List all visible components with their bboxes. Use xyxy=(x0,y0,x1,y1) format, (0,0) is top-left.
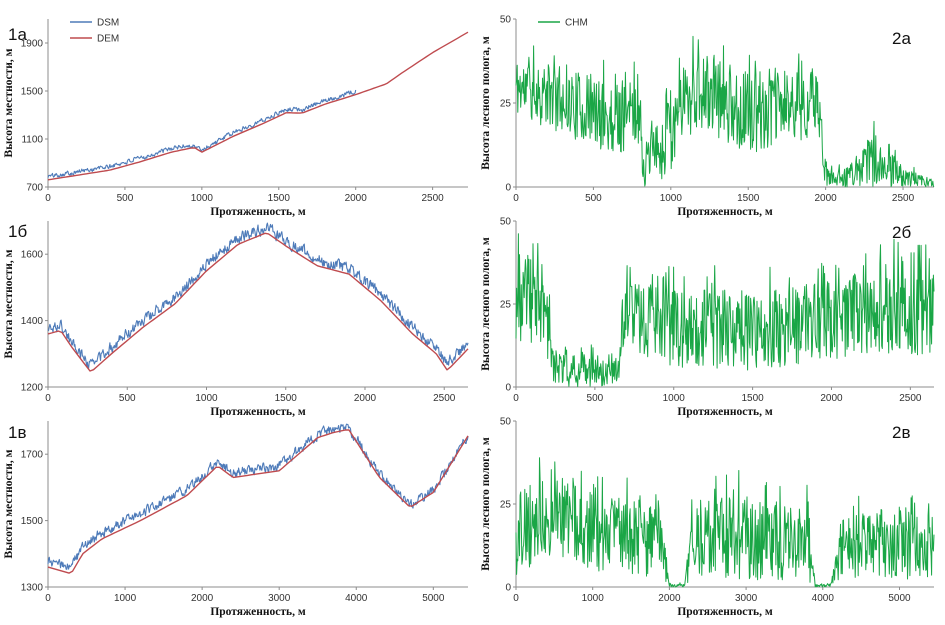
x-tick-label: 1000 xyxy=(191,193,214,204)
x-tick-label: 2000 xyxy=(354,393,377,404)
x-tick-label: 2000 xyxy=(815,193,838,204)
panel-label: 1в xyxy=(8,423,27,442)
y-tick-label: 25 xyxy=(500,99,512,110)
x-tick-label: 2500 xyxy=(899,393,922,404)
chart-panel-2v: 0 1000 2000 3000 4000 5000 0 25 50 Протяженность,… xyxy=(480,417,935,618)
y-axis-title: Высота местности, м xyxy=(3,249,15,358)
y-tick-label: 1400 xyxy=(21,316,44,327)
y-tick-label: 25 xyxy=(500,300,512,311)
series-line-chm xyxy=(515,35,935,188)
x-tick-label: 1000 xyxy=(663,393,686,404)
x-tick-label: 3000 xyxy=(735,593,758,604)
y-tick-label: 1300 xyxy=(21,583,44,594)
x-tick-label: 1500 xyxy=(268,193,291,204)
x-tick-label: 1500 xyxy=(741,393,764,404)
y-axis-title: Высота лесного полога, м xyxy=(480,437,492,571)
x-tick-label: 1500 xyxy=(275,393,298,404)
x-tick-label: 5000 xyxy=(888,593,911,604)
x-tick-label: 0 xyxy=(45,393,51,404)
y-tick-label: 1600 xyxy=(21,250,44,261)
chart-panel-1v: 0 1000 2000 3000 4000 5000 1300 1500 1700 Протяже… xyxy=(3,421,469,618)
y-tick-label: 50 xyxy=(500,15,512,26)
series-line-dem xyxy=(47,429,469,574)
y-tick-label: 1100 xyxy=(21,135,43,146)
panel-label: 2б xyxy=(892,223,911,242)
x-tick-label: 4000 xyxy=(812,593,835,604)
x-tick-label: 5000 xyxy=(422,593,445,604)
x-tick-label: 2000 xyxy=(345,193,368,204)
x-tick-label: 500 xyxy=(117,193,134,204)
y-tick-label: 0 xyxy=(505,183,511,194)
chart-panel-1b: 0 500 1000 1500 2000 2500 1200 1400 1600 Протяжен… xyxy=(3,221,469,418)
x-tick-label: 500 xyxy=(119,393,136,404)
x-tick-label: 500 xyxy=(587,393,604,404)
y-axis-title: Высота местности, м xyxy=(3,48,15,157)
y-tick-label: 50 xyxy=(500,417,512,428)
panel-label: 1б xyxy=(8,222,27,241)
chart-panel-2b: 0 500 1000 1500 2000 2500 0 25 50 Протяженность, … xyxy=(480,217,935,418)
x-tick-label: 2500 xyxy=(421,193,444,204)
series-line-dem xyxy=(47,31,469,181)
x-tick-label: 1500 xyxy=(737,193,760,204)
chart-panel-1a: 0 500 1000 1500 2000 2500 700 1100 1500 1900 Протя… xyxy=(3,18,469,218)
y-tick-label: 1500 xyxy=(21,516,44,527)
series-line-dsm xyxy=(47,423,469,570)
y-axis-title: Высота лесного полога, м xyxy=(480,237,492,371)
x-tick-label: 1000 xyxy=(195,393,218,404)
legend-entry-dsm: DSM xyxy=(97,18,119,29)
x-axis-title: Протяженность, м xyxy=(677,206,773,218)
series-line-dsm xyxy=(47,89,357,178)
chart-panel-2a: 0 500 1000 1500 2000 2500 0 25 50 Протяженность, … xyxy=(480,15,935,218)
x-tick-label: 1000 xyxy=(660,193,683,204)
x-tick-label: 2000 xyxy=(658,593,681,604)
series-line-dem xyxy=(47,232,469,372)
x-axis-title: Протяженность, м xyxy=(210,606,306,618)
x-tick-label: 500 xyxy=(585,193,602,204)
y-tick-label: 1700 xyxy=(21,450,44,461)
x-tick-label: 2500 xyxy=(892,193,915,204)
y-tick-label: 1500 xyxy=(21,87,44,98)
legend-entry-dem: DEM xyxy=(97,34,119,45)
x-tick-label: 0 xyxy=(45,593,51,604)
x-axis-title: Протяженность, м xyxy=(210,406,306,418)
series-line-chm xyxy=(515,457,935,588)
y-tick-label: 0 xyxy=(505,583,511,594)
x-tick-label: 0 xyxy=(513,393,519,404)
y-tick-label: 25 xyxy=(500,500,512,511)
x-tick-label: 0 xyxy=(513,193,519,204)
x-tick-label: 2000 xyxy=(191,593,214,604)
x-tick-label: 1000 xyxy=(582,593,605,604)
x-tick-label: 4000 xyxy=(345,593,368,604)
panel-label: 2а xyxy=(892,29,911,48)
x-tick-label: 3000 xyxy=(268,593,291,604)
y-axis-title: Высота лесного полога, м xyxy=(480,36,492,170)
x-tick-label: 2000 xyxy=(820,393,843,404)
legend-entry-chm: CHM xyxy=(565,18,588,29)
series-line-dsm xyxy=(47,222,469,370)
x-axis-title: Протяженность, м xyxy=(677,406,773,418)
series-line-chm xyxy=(515,233,935,388)
x-tick-label: 0 xyxy=(45,193,51,204)
panel-label: 1а xyxy=(8,25,27,44)
x-tick-label: 1000 xyxy=(114,593,137,604)
y-axis-title: Высота местности, м xyxy=(3,449,15,558)
x-tick-label: 0 xyxy=(513,593,519,604)
panel-label: 2в xyxy=(892,423,911,442)
x-axis-title: Протяженность, м xyxy=(677,606,773,618)
x-tick-label: 2500 xyxy=(433,393,456,404)
x-axis-title: Протяженность, м xyxy=(210,206,306,218)
y-tick-label: 1200 xyxy=(21,383,44,394)
y-tick-label: 700 xyxy=(26,183,43,194)
y-tick-label: 1900 xyxy=(21,39,44,50)
y-tick-label: 50 xyxy=(500,217,512,228)
y-tick-label: 0 xyxy=(505,383,511,394)
